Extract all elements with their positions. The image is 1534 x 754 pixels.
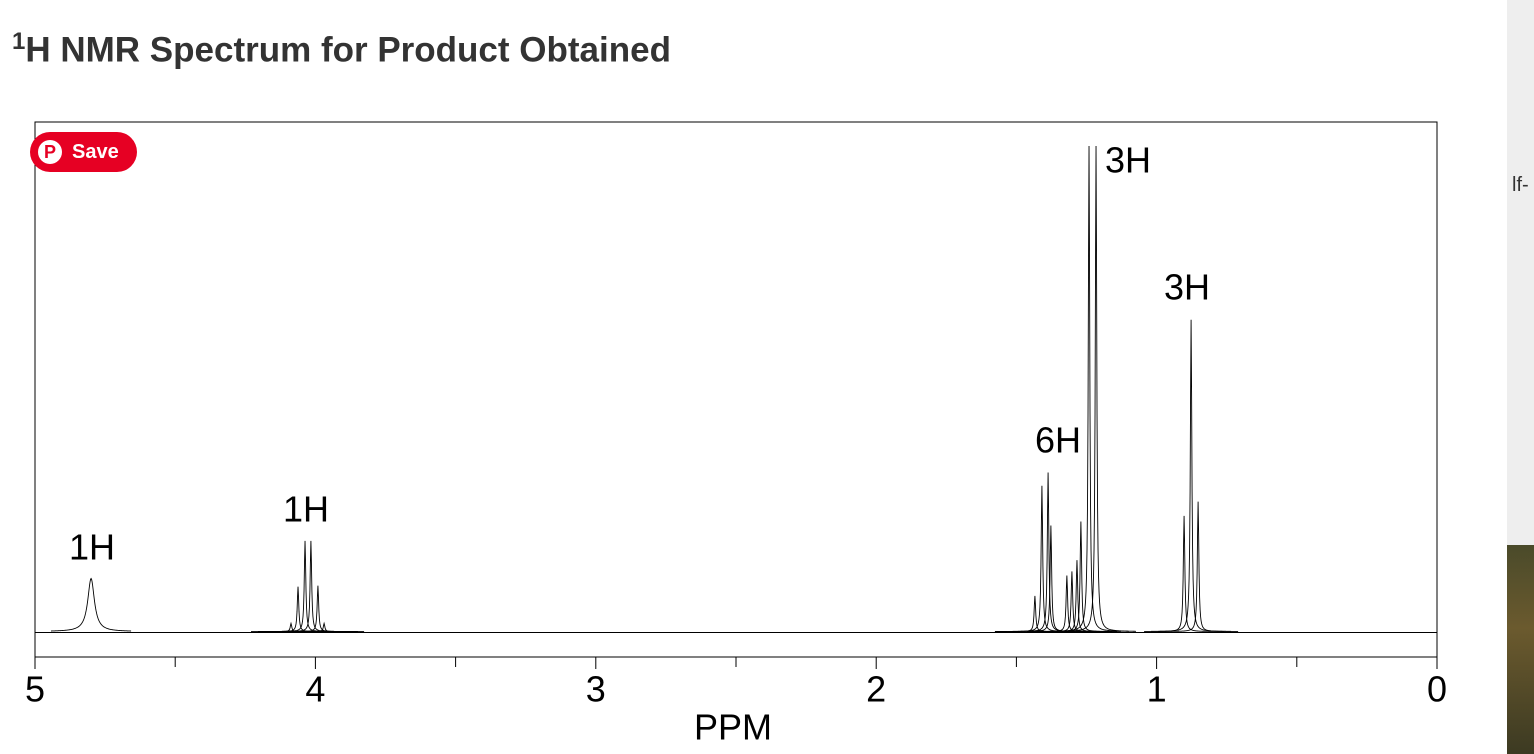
- x-axis-label: PPM: [694, 707, 772, 748]
- peak: [1026, 575, 1107, 632]
- peak: [277, 585, 358, 632]
- peak: [1049, 145, 1130, 632]
- title-text: H NMR Spectrum for Product Obtained: [25, 30, 671, 70]
- x-tick-label: 1: [1147, 669, 1167, 710]
- plot-frame: [34, 121, 1438, 658]
- peak: [284, 621, 365, 632]
- pin-icon: P: [38, 140, 62, 164]
- peak: [1001, 485, 1082, 632]
- x-tick-label: 2: [866, 669, 886, 710]
- integration-label: 1H: [69, 527, 115, 568]
- save-button[interactable]: P Save: [30, 132, 137, 172]
- peak: [51, 577, 132, 632]
- x-tick-label: 0: [1427, 669, 1447, 710]
- peak: [270, 540, 351, 632]
- side-panel: lf-: [1507, 0, 1534, 754]
- peak: [258, 586, 339, 632]
- side-image: [1507, 545, 1534, 754]
- save-label: Save: [72, 140, 119, 163]
- peak: [1158, 501, 1239, 632]
- peak: [265, 540, 346, 632]
- integration-label: 3H: [1164, 267, 1210, 308]
- x-tick-label: 3: [586, 669, 606, 710]
- peak: [1056, 145, 1137, 632]
- integration-label: 1H: [283, 489, 329, 530]
- x-tick-label: 4: [305, 669, 325, 710]
- title-superscript: 1: [12, 28, 26, 55]
- integration-label: 3H: [1105, 140, 1151, 181]
- peak: [1144, 515, 1225, 632]
- side-text: lf-: [1512, 174, 1529, 196]
- peak: [1151, 319, 1232, 632]
- peak: [994, 595, 1075, 632]
- integration-label: 6H: [1035, 420, 1081, 461]
- page-title: 1H NMR Spectrum for Product Obtained: [12, 28, 671, 71]
- x-tick-label: 5: [25, 669, 45, 710]
